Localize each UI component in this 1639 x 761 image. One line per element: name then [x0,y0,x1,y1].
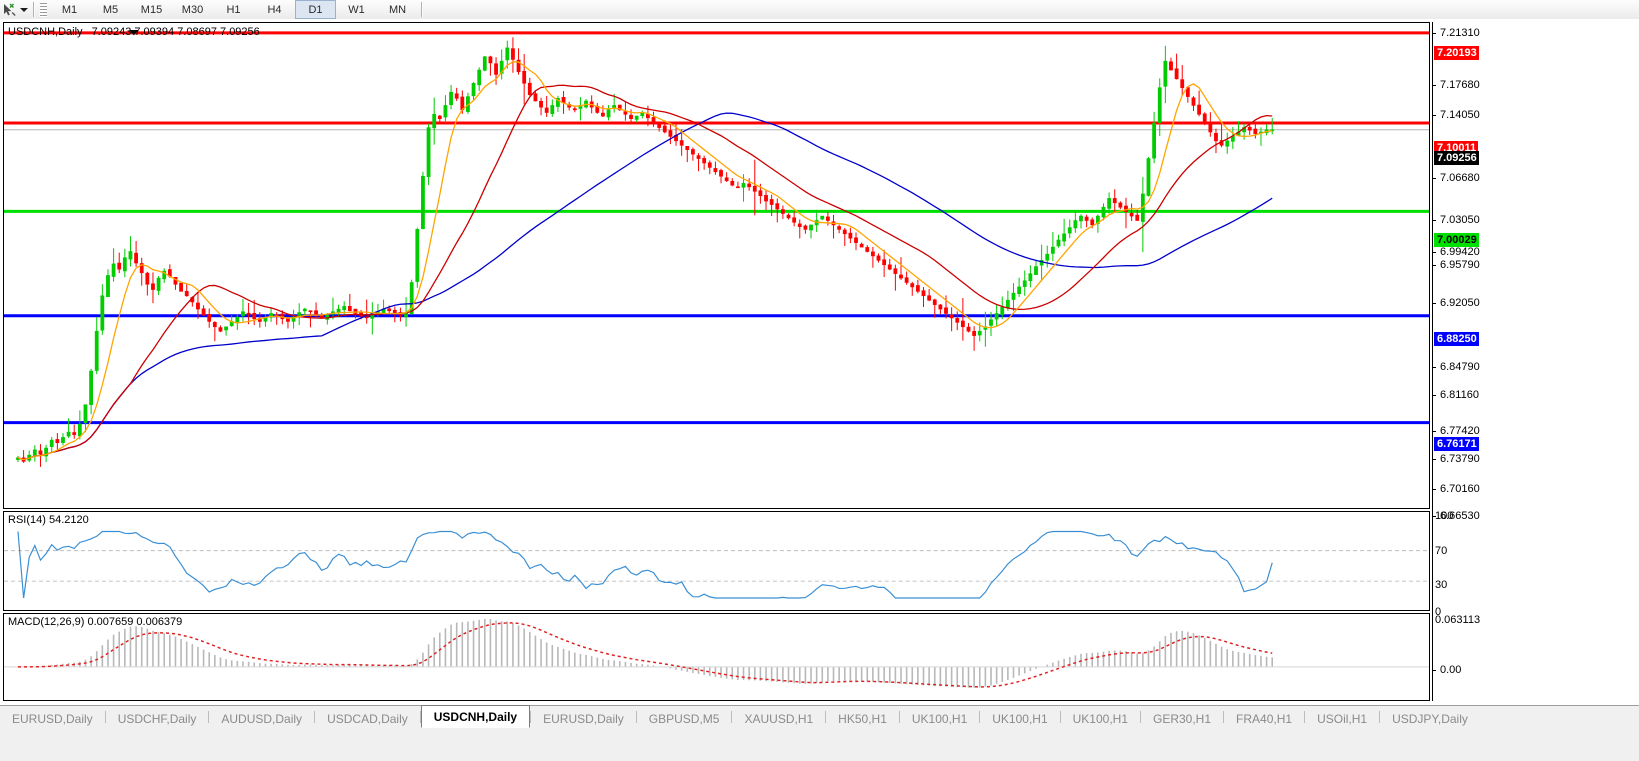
price-tick: 6.77420 [1432,425,1480,437]
chart-tab-uk100-h1[interactable]: UK100,H1 [980,709,1060,728]
chart-tab-eurusd-daily[interactable]: EURUSD,Daily [0,709,105,728]
chart-tab-hk50-h1[interactable]: HK50,H1 [826,709,899,728]
toolbar-separator-2 [421,2,423,17]
price-tick: 6.84790 [1432,361,1480,373]
chart-tab-ger30-h1[interactable]: GER30,H1 [1141,709,1224,728]
price-chart-canvas [4,31,1429,467]
tab-divider [825,711,827,723]
price-tick: 7.14050 [1432,109,1480,121]
timeframe-button-mn[interactable]: MN [388,3,407,16]
tab-divider [1304,711,1306,723]
crosshair-cursor-icon[interactable] [1,2,17,18]
timeframe-button-m1[interactable]: M1 [61,3,78,16]
chart-tab-usdjpy-daily[interactable]: USDJPY,Daily [1380,709,1480,728]
timeframe-button-m5[interactable]: M5 [102,3,119,16]
tab-divider [979,711,981,723]
toolbar-separator [33,2,35,17]
timeframe-button-m15[interactable]: M15 [140,3,163,16]
rsi-indicator-panel[interactable]: RSI(14) 54.2120 [3,511,1430,611]
macd-indicator-panel[interactable]: MACD(12,26,9) 0.007659 0.006379 [3,613,1430,701]
price-tick: 6.70160 [1432,483,1480,495]
rsi-tick: 30 [1435,579,1448,591]
chart-tab-usoil-h1[interactable]: USOil,H1 [1305,709,1380,728]
tab-divider [530,711,532,723]
price-tick: 6.73790 [1432,453,1480,465]
chevron-down-icon [19,7,28,12]
price-tick: 7.17680 [1432,79,1480,91]
tab-divider [898,711,900,723]
timeframe-button-d1[interactable]: D1 [295,0,336,19]
timeframe-button-w1[interactable]: W1 [348,3,365,16]
macd-tick: 0.063113 [1435,614,1481,626]
price-tick: 6.99420 [1432,246,1480,258]
price-tick: 7.06680 [1432,172,1480,184]
chart-tab-bar: EURUSD,Daily USDCHF,Daily AUDUSD,Daily USDC… [0,705,1639,761]
tab-divider [419,711,421,723]
tab-divider [104,711,106,723]
chart-tab-audusd-daily[interactable]: AUDUSD,Daily [209,709,315,728]
rsi-tick: 70 [1435,545,1448,557]
tab-divider [1379,711,1381,723]
current-price-tag[interactable]: 7.09256 [1434,151,1479,165]
price-chart-panel[interactable]: USDCNH,Daily 7.09243 7.09394 7.08697 7.0… [3,22,1430,509]
price-tick: 6.95790 [1432,259,1480,271]
chart-tab-xauusd-h1[interactable]: XAUUSD,H1 [732,709,826,728]
rsi-chart-canvas [4,530,1429,599]
price-tick: 6.81160 [1432,389,1479,401]
chart-tab-usdchf-daily[interactable]: USDCHF,Daily [105,709,209,728]
support-level-tag[interactable]: 6.88250 [1434,332,1479,346]
price-tick: 6.66530 [1432,510,1480,522]
chart-tab-usdcnh-daily[interactable]: USDCNH,Daily [420,705,531,728]
chart-symbol-label: USDCNH,Daily [8,26,83,38]
chart-tab-fra40-h1[interactable]: FRA40,H1 [1224,709,1305,728]
rsi-tick: 100 [1435,510,1454,522]
tab-divider [1059,711,1061,723]
rsi-tick: 0 [1435,606,1442,618]
tab-divider [314,711,316,723]
macd-tick: 0.00 [1432,664,1461,676]
timeframe-group: M1 M5 M15 M30 H1 H4 D1 W1 MN [49,0,418,19]
support-level-tag-2[interactable]: 6.76171 [1434,437,1479,451]
rsi-label: RSI(14) 54.2120 [8,514,89,526]
tab-divider [1140,711,1141,723]
tab-divider [635,711,637,723]
timeframe-button-h4[interactable]: H4 [267,3,282,16]
triangle-down-icon[interactable] [8,26,260,38]
main-toolbar: M1 M5 M15 M30 H1 H4 D1 W1 MN [0,0,1639,20]
price-tick: 6.92050 [1432,297,1480,309]
price-scale[interactable]: 7.21310 7.17680 7.14050 7.06680 7.03050 6.994… [1432,22,1632,722]
chart-tab-gbpusd-m5[interactable]: GBPUSD,M5 [636,709,732,728]
timeframe-button-h1[interactable]: H1 [226,3,241,16]
macd-chart-canvas [4,618,1429,688]
macd-label: MACD(12,26,9) 0.007659 0.006379 [8,616,183,628]
cursor-dropdown-button[interactable] [17,2,30,18]
price-tick: 7.21310 [1432,27,1480,39]
chart-symbol-header: USDCNH,Daily 7.09243 7.09394 7.08697 7.0… [8,26,260,38]
chart-tab-uk100-h1[interactable]: UK100,H1 [899,709,980,728]
resistance-level-tag[interactable]: 7.20193 [1434,46,1479,60]
timeframe-button-m30[interactable]: M30 [181,3,204,16]
pivot-level-tag[interactable]: 7.00029 [1434,233,1479,247]
chart-area: USDCNH,Daily 7.09243 7.09394 7.08697 7.0… [0,19,1639,722]
price-scale-axis [1432,22,1433,701]
tab-divider [208,711,210,723]
price-tick: 7.03050 [1432,214,1480,226]
tab-divider [731,711,733,723]
toolbar-grip[interactable] [39,2,47,17]
tab-divider [1223,711,1225,723]
chart-tab-strip: EURUSD,Daily USDCHF,Daily AUDUSD,Daily USDC… [0,705,1639,728]
chart-tab-eurusd-daily[interactable]: EURUSD,Daily [531,709,636,728]
chart-tab-usdcad-daily[interactable]: USDCAD,Daily [315,709,420,728]
chart-tab-uk100-h1[interactable]: UK100,H1 [1060,709,1140,728]
